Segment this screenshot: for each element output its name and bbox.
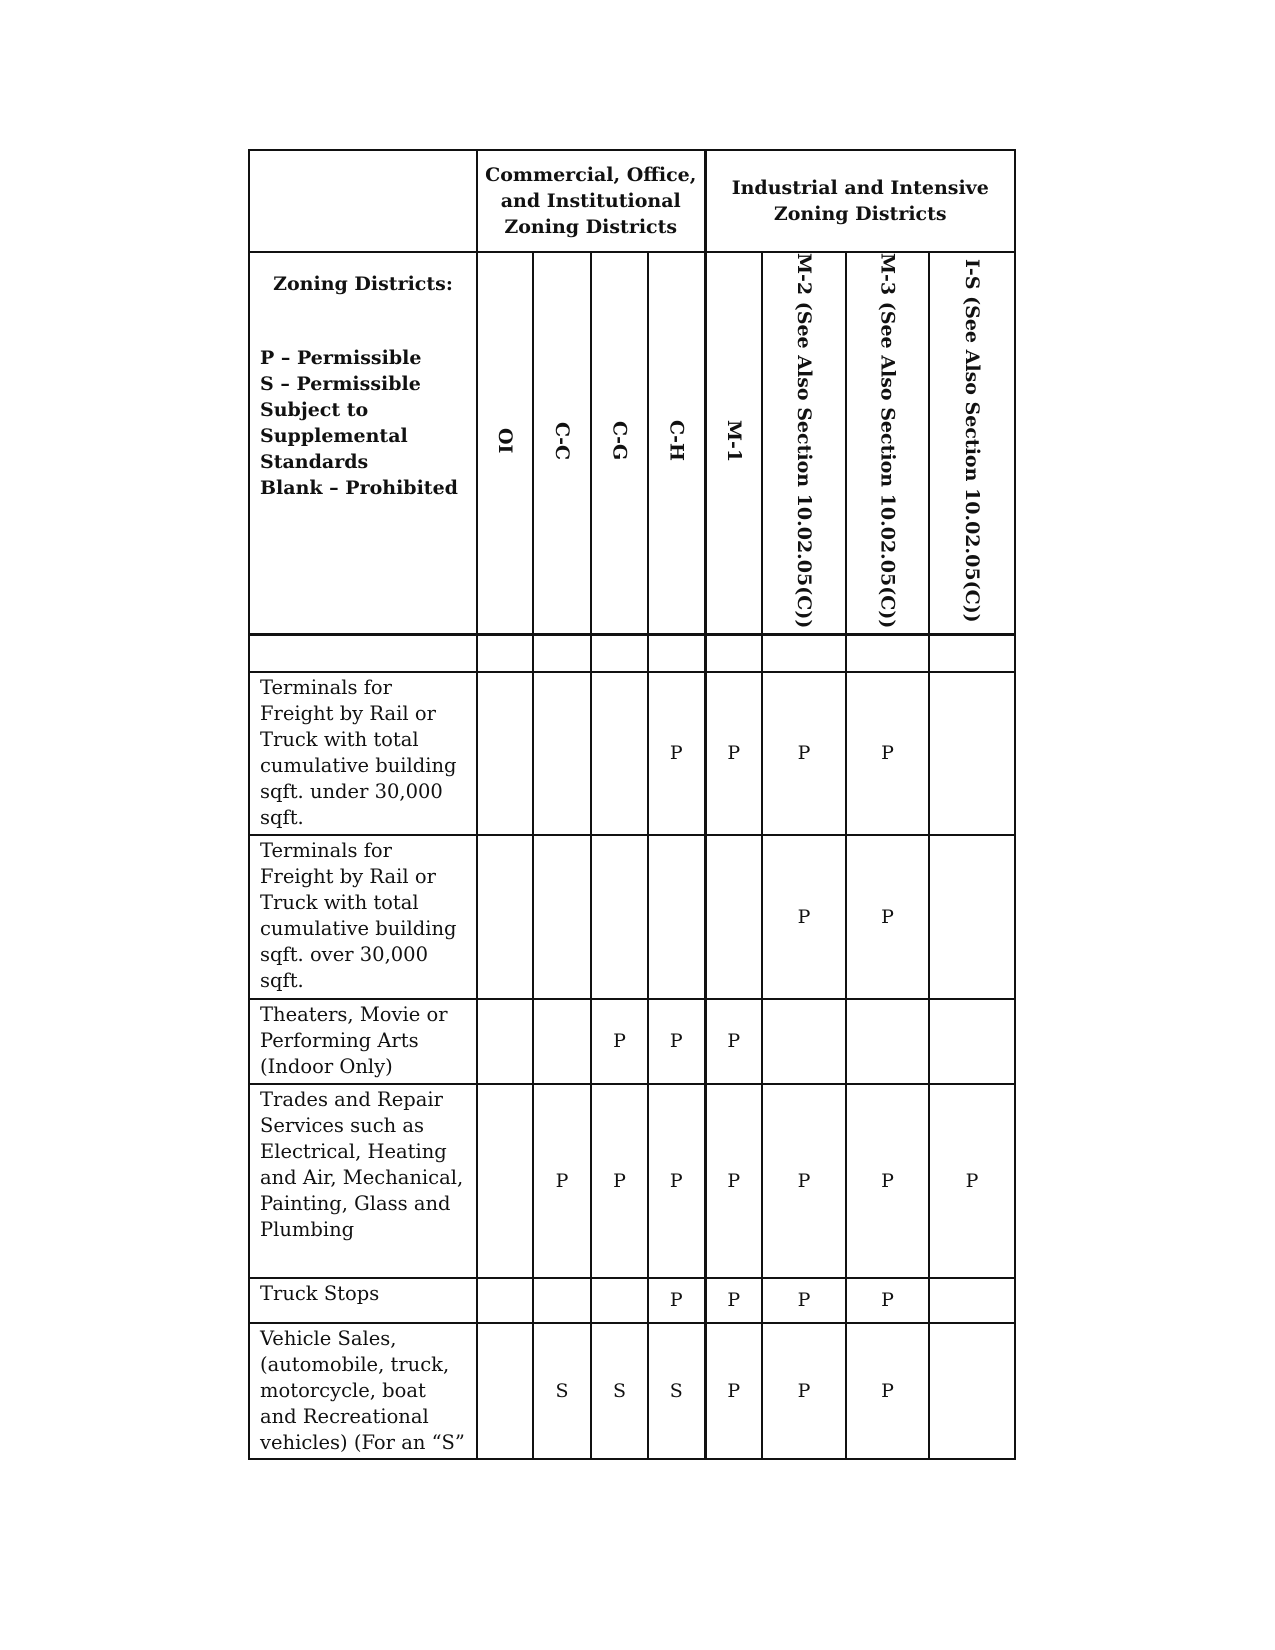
permission-cell (590, 670, 649, 836)
table-row: Trades and Repair Services such as Elect… (248, 1082, 1016, 1279)
permission-cell: P (704, 670, 763, 836)
blank-header-cell (248, 149, 478, 253)
column-header-label: I-S (See Also Section 10.02.05(C)) (961, 258, 983, 623)
table-row: Truck Stops P P P P (248, 1276, 1016, 1324)
zoning-use-table: Commercial, Office, and Institutional Zo… (248, 149, 1016, 1460)
permission-cell: S (647, 1321, 707, 1460)
permission-cell (532, 997, 592, 1085)
permission-cell: S (590, 1321, 649, 1460)
permission-cell (532, 1276, 592, 1324)
permission-cell (476, 833, 534, 1000)
permission-cell (928, 1321, 1016, 1460)
column-header-label: M-2 (See Also Section 10.02.05(C)) (793, 253, 815, 629)
permission-cell: P (532, 1082, 592, 1279)
column-header: C-C (532, 251, 592, 637)
table-row (248, 633, 1016, 673)
column-header: I-S (See Also Section 10.02.05(C)) (928, 251, 1016, 637)
industrial-group-header: Industrial and Intensive Zoning District… (704, 149, 1016, 253)
column-header-label: M-3 (See Also Section 10.02.05(C)) (876, 253, 899, 629)
permission-cell (476, 633, 534, 673)
permission-cell: P (845, 1276, 930, 1324)
permission-cell (647, 633, 707, 673)
permission-cell (476, 1276, 534, 1324)
permission-cell (928, 997, 1016, 1085)
use-name-cell: Theaters, Movie or Performing Arts (Indo… (248, 997, 478, 1085)
permission-cell (476, 670, 534, 836)
permission-cell (845, 633, 930, 673)
permission-cell (532, 633, 592, 673)
permission-cell: P (761, 670, 847, 836)
permission-cell (532, 833, 592, 1000)
permission-cell: P (647, 670, 707, 836)
permission-cell (704, 833, 763, 1000)
use-name-cell: Vehicle Sales, (automobile, truck, motor… (248, 1321, 478, 1460)
permission-cell (845, 997, 930, 1085)
column-header: M-2 (See Also Section 10.02.05(C)) (761, 251, 847, 637)
use-name-cell: Terminals for Freight by Rail or Truck w… (248, 670, 478, 836)
permission-cell: P (704, 1276, 763, 1324)
permission-cell: S (532, 1321, 592, 1460)
column-header-label: OI (494, 427, 516, 454)
permission-cell: P (928, 1082, 1016, 1279)
column-header-label: C-H (665, 420, 688, 462)
permission-cell (761, 997, 847, 1085)
permission-cell (928, 633, 1016, 673)
permission-cell: P (761, 1082, 847, 1279)
permission-cell (647, 833, 707, 1000)
legend-title: Zoning Districts: (273, 273, 453, 295)
column-header-label: C-C (551, 421, 573, 460)
legend-line: P – Permissible (260, 347, 422, 369)
permission-cell: P (845, 1321, 930, 1460)
column-header: OI (476, 251, 534, 637)
column-header: C-H (647, 251, 707, 637)
permission-cell: P (761, 1276, 847, 1324)
permission-cell: P (647, 997, 707, 1085)
column-header: M-3 (See Also Section 10.02.05(C)) (845, 251, 930, 637)
permission-cell: P (704, 997, 763, 1085)
permission-cell: P (761, 833, 847, 1000)
table-row: Terminals for Freight by Rail or Truck w… (248, 833, 1016, 1000)
use-name-cell: Terminals for Freight by Rail or Truck w… (248, 833, 478, 1000)
column-header: M-1 (704, 251, 763, 637)
permission-cell (590, 833, 649, 1000)
permission-cell (761, 633, 847, 673)
permission-cell: P (590, 1082, 649, 1279)
permission-cell (928, 1276, 1016, 1324)
permission-cell (590, 633, 649, 673)
table-row: Theaters, Movie or Performing Arts (Indo… (248, 997, 1016, 1085)
permission-cell: P (647, 1276, 707, 1324)
use-name-cell: Trades and Repair Services such as Elect… (248, 1082, 478, 1279)
table-row: Terminals for Freight by Rail or Truck w… (248, 670, 1016, 836)
column-header-label: C-G (608, 421, 631, 461)
permission-cell: P (704, 1321, 763, 1460)
column-header-label: M-1 (722, 419, 745, 462)
permission-cell (532, 670, 592, 836)
permission-cell (590, 1276, 649, 1324)
permission-cell: P (845, 833, 930, 1000)
permission-cell (928, 833, 1016, 1000)
table-row: Vehicle Sales, (automobile, truck, motor… (248, 1321, 1016, 1460)
permission-cell: P (704, 1082, 763, 1279)
use-name-cell (248, 633, 478, 673)
permission-cell (476, 1321, 534, 1460)
permission-cell: P (590, 997, 649, 1085)
commercial-group-header: Commercial, Office, and Institutional Zo… (476, 149, 707, 253)
permission-cell (476, 997, 534, 1085)
permission-cell (704, 633, 763, 673)
permission-cell: P (761, 1321, 847, 1460)
column-header: C-G (590, 251, 649, 637)
permission-cell: P (845, 1082, 930, 1279)
permission-cell (476, 1082, 534, 1279)
permission-cell: P (845, 670, 930, 836)
legend-line: Blank – Prohibited (260, 477, 458, 499)
permission-cell (928, 670, 1016, 836)
use-name-cell: Truck Stops (248, 1276, 478, 1324)
permission-cell: P (647, 1082, 707, 1279)
legend-cell: Zoning Districts: P – Permissible S – Pe… (248, 251, 478, 637)
legend-line: S – Permissible Subject to Supplemental … (260, 373, 421, 473)
